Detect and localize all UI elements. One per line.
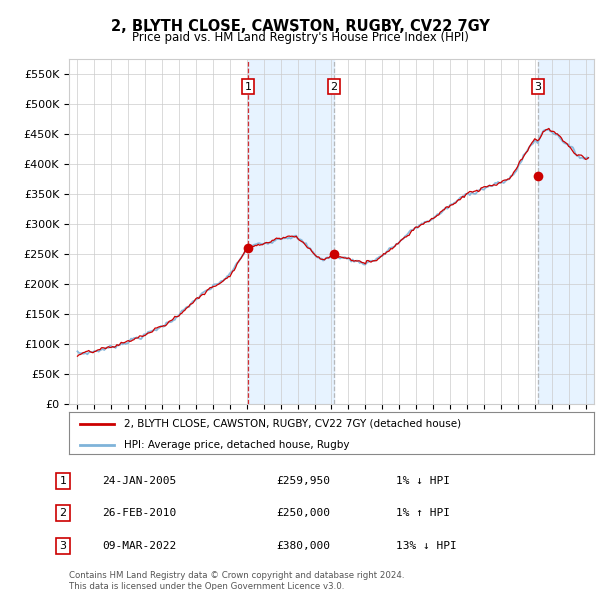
- Text: 1: 1: [245, 81, 251, 91]
- Text: 2: 2: [331, 81, 338, 91]
- Bar: [538, 59, 594, 404]
- Text: 1% ↓ HPI: 1% ↓ HPI: [396, 476, 450, 486]
- Text: 2, BLYTH CLOSE, CAWSTON, RUGBY, CV22 7GY (detached house): 2, BLYTH CLOSE, CAWSTON, RUGBY, CV22 7GY…: [124, 419, 461, 429]
- Text: £380,000: £380,000: [276, 541, 330, 550]
- Text: £250,000: £250,000: [276, 509, 330, 518]
- Text: £259,950: £259,950: [276, 476, 330, 486]
- Text: 1: 1: [59, 476, 67, 486]
- Bar: [248, 59, 334, 404]
- Text: 3: 3: [59, 541, 67, 550]
- Text: 2: 2: [59, 509, 67, 518]
- Text: 2, BLYTH CLOSE, CAWSTON, RUGBY, CV22 7GY: 2, BLYTH CLOSE, CAWSTON, RUGBY, CV22 7GY: [110, 19, 490, 34]
- Text: 3: 3: [535, 81, 542, 91]
- Text: HPI: Average price, detached house, Rugby: HPI: Average price, detached house, Rugb…: [124, 440, 350, 450]
- Text: 09-MAR-2022: 09-MAR-2022: [102, 541, 176, 550]
- Text: Price paid vs. HM Land Registry's House Price Index (HPI): Price paid vs. HM Land Registry's House …: [131, 31, 469, 44]
- Text: Contains HM Land Registry data © Crown copyright and database right 2024.
This d: Contains HM Land Registry data © Crown c…: [69, 571, 404, 590]
- Text: 26-FEB-2010: 26-FEB-2010: [102, 509, 176, 518]
- Text: 1% ↑ HPI: 1% ↑ HPI: [396, 509, 450, 518]
- Text: 13% ↓ HPI: 13% ↓ HPI: [396, 541, 457, 550]
- Text: 24-JAN-2005: 24-JAN-2005: [102, 476, 176, 486]
